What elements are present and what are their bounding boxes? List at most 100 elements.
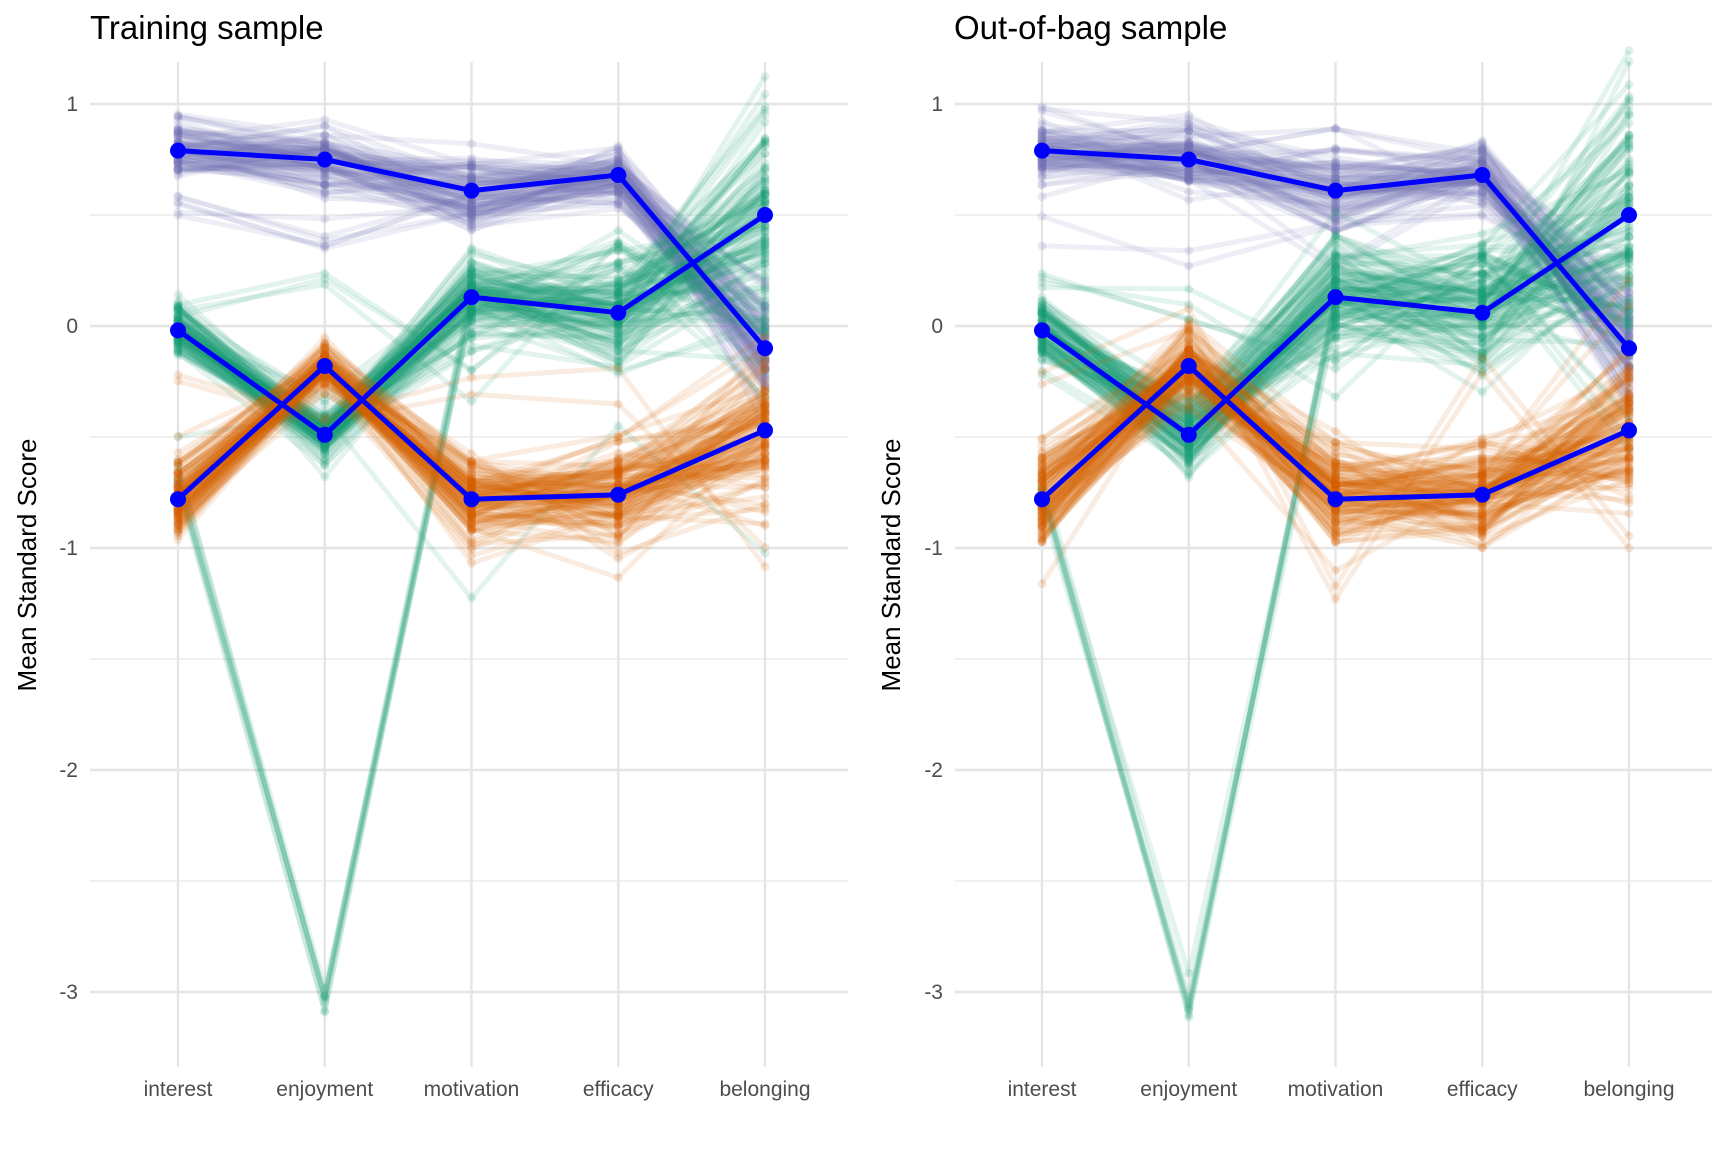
- cluster-purple-replicate-point: [320, 187, 330, 197]
- cluster-purple-replicate-point: [760, 300, 770, 310]
- cluster-purple-replicate-line: [177, 144, 767, 356]
- cluster-purple-replicate-point: [1331, 216, 1340, 226]
- cluster-green-replicate-point: [613, 320, 623, 330]
- cluster-green-replicate-point: [760, 198, 770, 208]
- cluster-orange-replicate-point: [613, 455, 623, 465]
- cluster-orange-replicate-point: [320, 351, 330, 361]
- cluster-green-replicate-line: [177, 240, 767, 405]
- cluster-purple-replicate-line: [177, 132, 767, 290]
- cluster-orange-replicate-point: [1624, 411, 1634, 421]
- cluster-green-replicate-point: [467, 303, 476, 313]
- y-tick-label: 1: [931, 93, 943, 116]
- cluster-orange-replicate-point: [173, 483, 183, 493]
- cluster-purple-replicate-point: [467, 197, 476, 207]
- cluster-green-replicate-point: [173, 340, 183, 350]
- cluster-purple-replicate-point: [173, 131, 183, 141]
- cluster-purple-replicate-point: [320, 145, 330, 154]
- cluster-green-replicate-point: [173, 350, 183, 360]
- cluster-green-replicate-point: [173, 345, 183, 355]
- cluster-purple-replicate-point: [1184, 195, 1194, 205]
- cluster-orange-replicate-point: [760, 391, 770, 401]
- cluster-green-replicate-line: [175, 228, 767, 1006]
- cluster-purple-replicate-point: [760, 331, 770, 341]
- cluster-green-replicate-point: [760, 230, 770, 240]
- cluster-purple-replicate-line: [177, 145, 768, 407]
- cluster-purple-replicate-point: [320, 115, 330, 125]
- cluster-orange-replicate-point: [613, 501, 623, 511]
- cluster-green-replicate-point: [613, 320, 623, 330]
- cluster-orange-replicate-line: [176, 334, 767, 508]
- cluster-orange-replicate-point: [320, 417, 330, 427]
- cluster-green-replicate-point: [467, 366, 476, 376]
- cluster-green-replicate-line: [176, 224, 766, 440]
- cluster-purple-replicate-point: [1037, 129, 1047, 139]
- cluster-green-replicate-point: [1477, 283, 1487, 293]
- cluster-green-replicate-point: [760, 226, 770, 236]
- cluster-purple-replicate-point: [760, 383, 770, 393]
- cluster-orange-replicate-point: [613, 457, 623, 467]
- cluster-orange-replicate-point: [1624, 498, 1634, 508]
- cluster-purple-mean-point-efficacy: [1474, 167, 1491, 183]
- cluster-purple-replicate-point: [320, 138, 330, 148]
- cluster-orange-replicate-point: [467, 524, 476, 534]
- cluster-orange-replicate-point: [467, 518, 476, 528]
- cluster-purple-replicate-point: [760, 385, 770, 395]
- cluster-orange-replicate-point: [760, 409, 770, 418]
- cluster-purple-replicate-point: [760, 364, 770, 373]
- cluster-green-replicate-point: [760, 548, 770, 558]
- cluster-purple-replicate-point: [1624, 362, 1634, 372]
- cluster-purple-replicate-point: [1477, 189, 1487, 199]
- cluster-purple-replicate-point: [467, 208, 476, 218]
- cluster-purple-replicate-point: [467, 172, 476, 182]
- cluster-purple-replicate-point: [173, 210, 183, 220]
- cluster-green-mean-point-belonging: [1621, 207, 1637, 223]
- cluster-purple-replicate-point: [467, 166, 476, 176]
- cluster-green-replicate-point: [320, 445, 330, 455]
- cluster-green-replicate-point: [173, 476, 183, 486]
- cluster-purple-replicate-point: [1477, 136, 1487, 146]
- cluster-purple-replicate-line: [1041, 140, 1631, 311]
- cluster-orange-replicate-point: [467, 449, 476, 459]
- cluster-green-replicate-point: [760, 241, 770, 251]
- y-tick-labels: 10-1-2-3: [59, 93, 78, 1004]
- cluster-orange-replicate-point: [1184, 341, 1194, 351]
- cluster-orange-replicate-point: [760, 562, 770, 572]
- cluster-purple-replicate-point: [173, 192, 183, 202]
- cluster-orange-replicate-line: [176, 359, 767, 526]
- cluster-green-replicate-point: [760, 220, 770, 230]
- cluster-green-replicate-line: [176, 140, 767, 407]
- cluster-green-replicate-point: [320, 440, 330, 450]
- cluster-purple-replicate-point: [1184, 140, 1194, 150]
- cluster-purple-replicate-line: [1041, 154, 1631, 352]
- cluster-purple-replicate-point: [1184, 137, 1194, 147]
- cluster-green-replicate-point: [1477, 387, 1487, 397]
- cluster-purple-replicate-point: [467, 198, 476, 207]
- cluster-purple-replicate-point: [1624, 332, 1634, 342]
- cluster-green-replicate-point: [613, 323, 623, 333]
- cluster-purple-replicate-point: [760, 331, 770, 341]
- cluster-purple-replicate-point: [1331, 159, 1340, 169]
- cluster-orange-replicate-point: [467, 506, 476, 516]
- cluster-purple-replicate-point: [1037, 162, 1047, 172]
- cluster-green-replicate-point: [320, 456, 330, 466]
- cluster-purple-replicate-point: [1037, 106, 1047, 116]
- cluster-orange-replicate-point: [173, 507, 183, 517]
- cluster-green-replicate-point: [173, 312, 183, 322]
- cluster-green-replicate-point: [1331, 314, 1340, 324]
- cluster-orange-replicate-line: [176, 370, 766, 534]
- cluster-green-replicate-point: [467, 278, 476, 288]
- cluster-purple-replicate-point: [173, 197, 183, 207]
- cluster-green-replicate-point: [1624, 46, 1634, 56]
- cluster-purple-replicate-point: [320, 168, 330, 178]
- cluster-green-replicate-point: [173, 314, 183, 324]
- cluster-purple-replicate-point: [1037, 157, 1047, 167]
- cluster-purple-replicate-point: [1331, 158, 1340, 168]
- cluster-orange-replicate-point: [760, 400, 770, 410]
- cluster-purple-replicate-point: [1037, 158, 1047, 168]
- cluster-purple-replicate-point: [1331, 196, 1340, 206]
- cluster-purple-replicate-point: [320, 144, 330, 153]
- cluster-orange-replicate-point: [760, 500, 770, 510]
- cluster-purple-replicate-point: [320, 171, 330, 180]
- cluster-orange-replicate-line: [176, 348, 767, 523]
